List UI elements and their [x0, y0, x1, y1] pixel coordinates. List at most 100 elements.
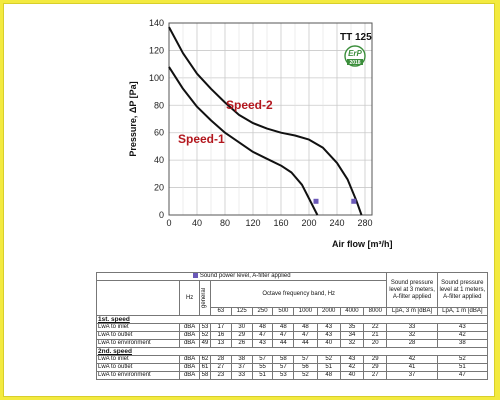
- series-label-speed-2: Speed-2: [226, 98, 273, 112]
- row-lpa1: 42: [436, 331, 489, 341]
- row-lpa3: 33: [386, 323, 438, 333]
- x-tick-label: 0: [166, 218, 171, 228]
- header-lpa3-unit: LpA, 3 m [dBA]: [386, 307, 438, 317]
- row-band-value: 30: [230, 323, 253, 333]
- erp-badge-band: [347, 59, 363, 65]
- row-band-value: 20: [363, 339, 388, 349]
- row-band-value: 40: [339, 371, 365, 381]
- row-label: LwA to outlet: [95, 331, 181, 341]
- chart-title: TT 125: [340, 32, 372, 43]
- section-title-text: 2nd. speed: [98, 348, 132, 356]
- row-band-value: 29: [230, 331, 253, 341]
- row-label: LwA to environment: [95, 339, 181, 349]
- header-general: general: [198, 280, 211, 317]
- header-blank: [95, 280, 181, 317]
- row-band-value: 57: [272, 363, 295, 373]
- y-tick-label: 60: [154, 128, 164, 138]
- row-band-value: 47: [272, 331, 295, 341]
- row-lpa3: 32: [386, 331, 438, 341]
- series-line-speed-1: [168, 66, 319, 216]
- header-hz: Hz: [179, 280, 200, 317]
- sound-data-table: Sound power level, A-filter applied Sound…: [95, 271, 489, 381]
- legend-square-icon: [192, 273, 198, 278]
- row-band-value: 44: [272, 339, 295, 349]
- row-band-value: 57: [251, 355, 274, 365]
- row-lpa3: 37: [386, 371, 438, 381]
- header-band: 250: [251, 307, 274, 317]
- row-band-value: 17: [209, 323, 232, 333]
- row-band-value: 43: [251, 339, 274, 349]
- erp-badge-year: 2018: [349, 60, 360, 66]
- row-band-value: 26: [230, 339, 253, 349]
- row-band-value: 48: [272, 323, 295, 333]
- row-lpa1: 47: [436, 371, 489, 381]
- row-band-value: 55: [251, 363, 274, 373]
- sound-table: Sound power level, A-filter applied Sound…: [95, 271, 489, 381]
- x-tick-label: 120: [245, 218, 260, 228]
- row-label: LwA to inlet: [95, 323, 181, 333]
- row-band-value: 40: [316, 339, 341, 349]
- row-lpa3: 28: [386, 339, 438, 349]
- x-tick-label: 160: [273, 218, 288, 228]
- operating-point-marker: [351, 198, 357, 204]
- fan-performance-chart: 0 40 80 120 160 200 240 280 0 20 40 60 80 100 120 140 Pr…: [128, 18, 393, 249]
- table-row: LwA to outlet dBA 52 16 29 47 47 47 43 34 21 32 42: [95, 331, 489, 341]
- x-tick-label: 200: [301, 218, 316, 228]
- row-general: 58: [198, 371, 211, 381]
- plot-frame: [168, 22, 373, 216]
- series-line-speed-2: [168, 26, 363, 216]
- header-band: 2000: [316, 307, 341, 317]
- row-lpa1: 38: [436, 339, 489, 349]
- row-band-value: 52: [293, 371, 318, 381]
- row-band-value: 28: [209, 355, 232, 365]
- row-general: 61: [198, 363, 211, 373]
- row-lpa1: 52: [436, 355, 489, 365]
- row-band-value: 33: [230, 371, 253, 381]
- header-general-text: general: [200, 288, 207, 309]
- row-unit: dBA: [179, 331, 200, 341]
- row-band-value: 34: [339, 331, 365, 341]
- row-band-value: 35: [339, 323, 365, 333]
- row-band-value: 56: [293, 363, 318, 373]
- row-band-value: 48: [316, 371, 341, 381]
- row-label: LwA to outlet: [95, 363, 181, 373]
- header-band: 4000: [339, 307, 365, 317]
- row-band-value: 29: [363, 355, 388, 365]
- x-axis-title: Air flow [m³/h]: [332, 239, 393, 249]
- row-band-value: 52: [316, 355, 341, 365]
- row-band-value: 27: [363, 371, 388, 381]
- row-band-value: 23: [209, 371, 232, 381]
- section-title-text: 1st. speed: [98, 316, 130, 324]
- header-lpa-1m: Sound pressure level at 1 meters, A-filt…: [436, 271, 489, 309]
- row-band-value: 37: [230, 363, 253, 373]
- row-band-value: 44: [293, 339, 318, 349]
- header-band: 1000: [293, 307, 318, 317]
- row-unit: dBA: [179, 363, 200, 373]
- row-unit: dBA: [179, 339, 200, 349]
- row-band-value: 16: [209, 331, 232, 341]
- row-band-value: 53: [272, 371, 295, 381]
- x-tick-label: 80: [220, 218, 230, 228]
- row-band-value: 48: [251, 323, 274, 333]
- x-tick-label: 240: [329, 218, 344, 228]
- row-label: LwA to inlet: [95, 355, 181, 365]
- row-band-value: 43: [316, 331, 341, 341]
- row-band-value: 51: [251, 371, 274, 381]
- y-tick-label: 140: [149, 18, 164, 28]
- row-band-value: 32: [339, 339, 365, 349]
- y-tick-label: 80: [154, 100, 164, 110]
- row-lpa3: 41: [386, 363, 438, 373]
- row-unit: dBA: [179, 323, 200, 333]
- header-band: 125: [230, 307, 253, 317]
- row-band-value: 57: [293, 355, 318, 365]
- row-general: 49: [198, 339, 211, 349]
- header-lpa-3m: Sound pressure level at 3 meters, A-filt…: [386, 271, 438, 309]
- header-band: 500: [272, 307, 295, 317]
- table-row: LwA to inlet dBA 53 17 30 48 48 48 43 35 22 33 43: [95, 323, 489, 333]
- row-unit: dBA: [179, 355, 200, 365]
- row-band-value: 13: [209, 339, 232, 349]
- row-lpa1: 51: [436, 363, 489, 373]
- y-tick-label: 20: [154, 183, 164, 193]
- header-octave-band: Octave frequency band, Hz: [209, 280, 388, 309]
- table-row: LwA to environment dBA 58 23 33 51 53 52 48 40 27 3…: [95, 371, 489, 381]
